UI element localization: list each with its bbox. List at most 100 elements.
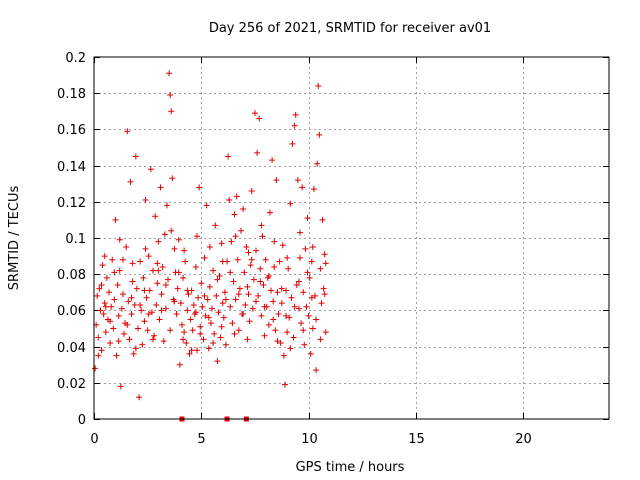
data-point xyxy=(195,294,202,301)
data-point xyxy=(146,287,153,294)
data-point xyxy=(187,316,194,323)
data-point xyxy=(227,269,234,276)
data-point xyxy=(95,334,102,341)
data-point xyxy=(158,307,165,314)
data-point xyxy=(206,283,213,290)
data-point xyxy=(246,318,253,325)
data-point xyxy=(178,321,185,328)
data-point xyxy=(257,265,264,272)
data-point xyxy=(218,240,225,247)
data-point xyxy=(192,309,199,316)
data-point xyxy=(101,253,108,260)
data-point xyxy=(272,327,279,334)
data-point xyxy=(235,327,242,334)
data-point xyxy=(114,282,121,289)
x-axis-ticks: 0 5 10 15 20 xyxy=(90,57,532,447)
data-point xyxy=(158,291,165,298)
data-point xyxy=(183,339,190,346)
data-point xyxy=(322,260,329,267)
data-point xyxy=(205,314,212,321)
data-point xyxy=(300,289,307,296)
data-point xyxy=(167,327,174,334)
data-point xyxy=(124,321,131,328)
data-point xyxy=(107,339,114,346)
data-point xyxy=(291,303,298,310)
data-point xyxy=(243,244,250,251)
data-point xyxy=(176,361,183,368)
data-point xyxy=(204,296,211,303)
data-point xyxy=(309,325,316,332)
data-point xyxy=(141,287,148,294)
data-point xyxy=(231,330,238,337)
data-point xyxy=(189,327,196,334)
data-point xyxy=(227,303,234,310)
data-point xyxy=(225,153,232,160)
x-tick-label: 5 xyxy=(197,432,205,447)
data-point xyxy=(255,292,262,299)
data-point xyxy=(102,329,109,336)
data-point xyxy=(266,209,273,216)
data-point xyxy=(153,301,160,308)
data-point xyxy=(136,394,143,401)
data-point xyxy=(315,82,322,89)
y-tick-label: 0.14 xyxy=(57,160,86,175)
data-point xyxy=(309,244,316,251)
data-point xyxy=(260,282,267,289)
data-point xyxy=(210,339,217,346)
data-point xyxy=(287,200,294,207)
x-tick-label: 0 xyxy=(90,432,98,447)
data-point xyxy=(262,256,269,263)
data-point xyxy=(240,206,247,213)
data-point xyxy=(173,311,180,318)
data-point xyxy=(308,258,315,265)
data-point xyxy=(314,160,321,167)
data-point xyxy=(95,352,102,359)
data-point xyxy=(200,336,207,343)
data-point xyxy=(258,312,265,319)
data-point xyxy=(304,215,311,222)
data-point xyxy=(160,338,167,345)
data-point xyxy=(127,178,134,185)
data-point xyxy=(283,287,290,294)
data-point xyxy=(261,303,268,310)
data-point xyxy=(297,229,303,236)
data-point xyxy=(244,283,251,290)
data-point xyxy=(218,323,225,330)
data-point xyxy=(278,300,285,307)
data-point xyxy=(175,269,182,276)
data-point xyxy=(156,316,163,323)
data-point xyxy=(154,260,161,267)
data-point xyxy=(196,184,203,191)
data-point xyxy=(201,292,208,299)
data-point xyxy=(284,329,291,336)
data-point xyxy=(232,233,239,240)
data-points xyxy=(92,70,329,422)
data-point xyxy=(139,341,146,348)
data-point xyxy=(270,316,277,323)
data-point xyxy=(112,216,119,223)
data-point xyxy=(151,332,158,339)
data-point xyxy=(205,345,212,352)
data-point xyxy=(194,233,200,240)
data-point xyxy=(169,175,176,182)
data-point xyxy=(319,216,326,223)
data-point xyxy=(180,336,187,343)
data-point xyxy=(133,285,140,292)
data-point xyxy=(168,227,175,234)
data-point xyxy=(207,320,214,327)
data-point xyxy=(217,334,224,341)
data-point xyxy=(203,202,210,209)
data-point xyxy=(292,111,299,118)
data-point xyxy=(317,336,324,343)
data-point xyxy=(124,128,131,135)
data-point xyxy=(303,303,310,310)
data-point xyxy=(97,307,104,314)
data-point xyxy=(202,312,209,319)
data-point xyxy=(180,274,187,281)
data-point xyxy=(301,341,308,348)
data-point xyxy=(94,292,101,299)
data-point xyxy=(244,336,251,343)
data-point xyxy=(214,358,221,365)
data-point xyxy=(241,269,248,276)
